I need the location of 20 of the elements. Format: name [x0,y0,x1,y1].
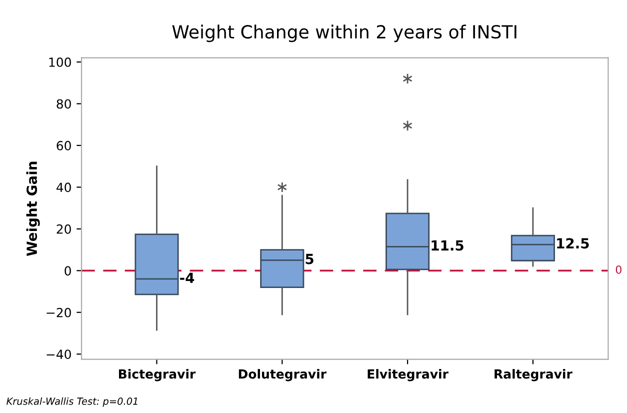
y-tick-label: 40 [56,182,71,192]
y-tick-label: 80 [56,99,71,109]
x-tick-label: Raltegravir [494,369,572,382]
x-tick-label: Dolutegravir [238,369,326,382]
y-tick-label: −20 [46,308,71,318]
y-tick-label: 20 [56,224,71,234]
x-tick-label: Bictegravir [118,369,196,382]
y-axis-title: Weight Gain [26,162,40,256]
text: 5 [306,254,314,264]
y-tick-label: −40 [46,350,71,360]
y-tick-label: 60 [56,140,71,150]
text: Kruskal-Wallis Test: p=0.01 [6,397,138,407]
y-tick-label: 0 [64,266,71,276]
text: 11.5 [432,240,464,251]
chart-title: Weight Change within 2 years of INSTI [172,24,516,42]
text: -4 [180,272,194,283]
ref-line-label: 0 [616,265,622,274]
text: 12.5 [557,238,589,249]
x-tick-label: Elvitegravir [368,369,448,382]
y-tick-label: 100 [49,57,71,67]
